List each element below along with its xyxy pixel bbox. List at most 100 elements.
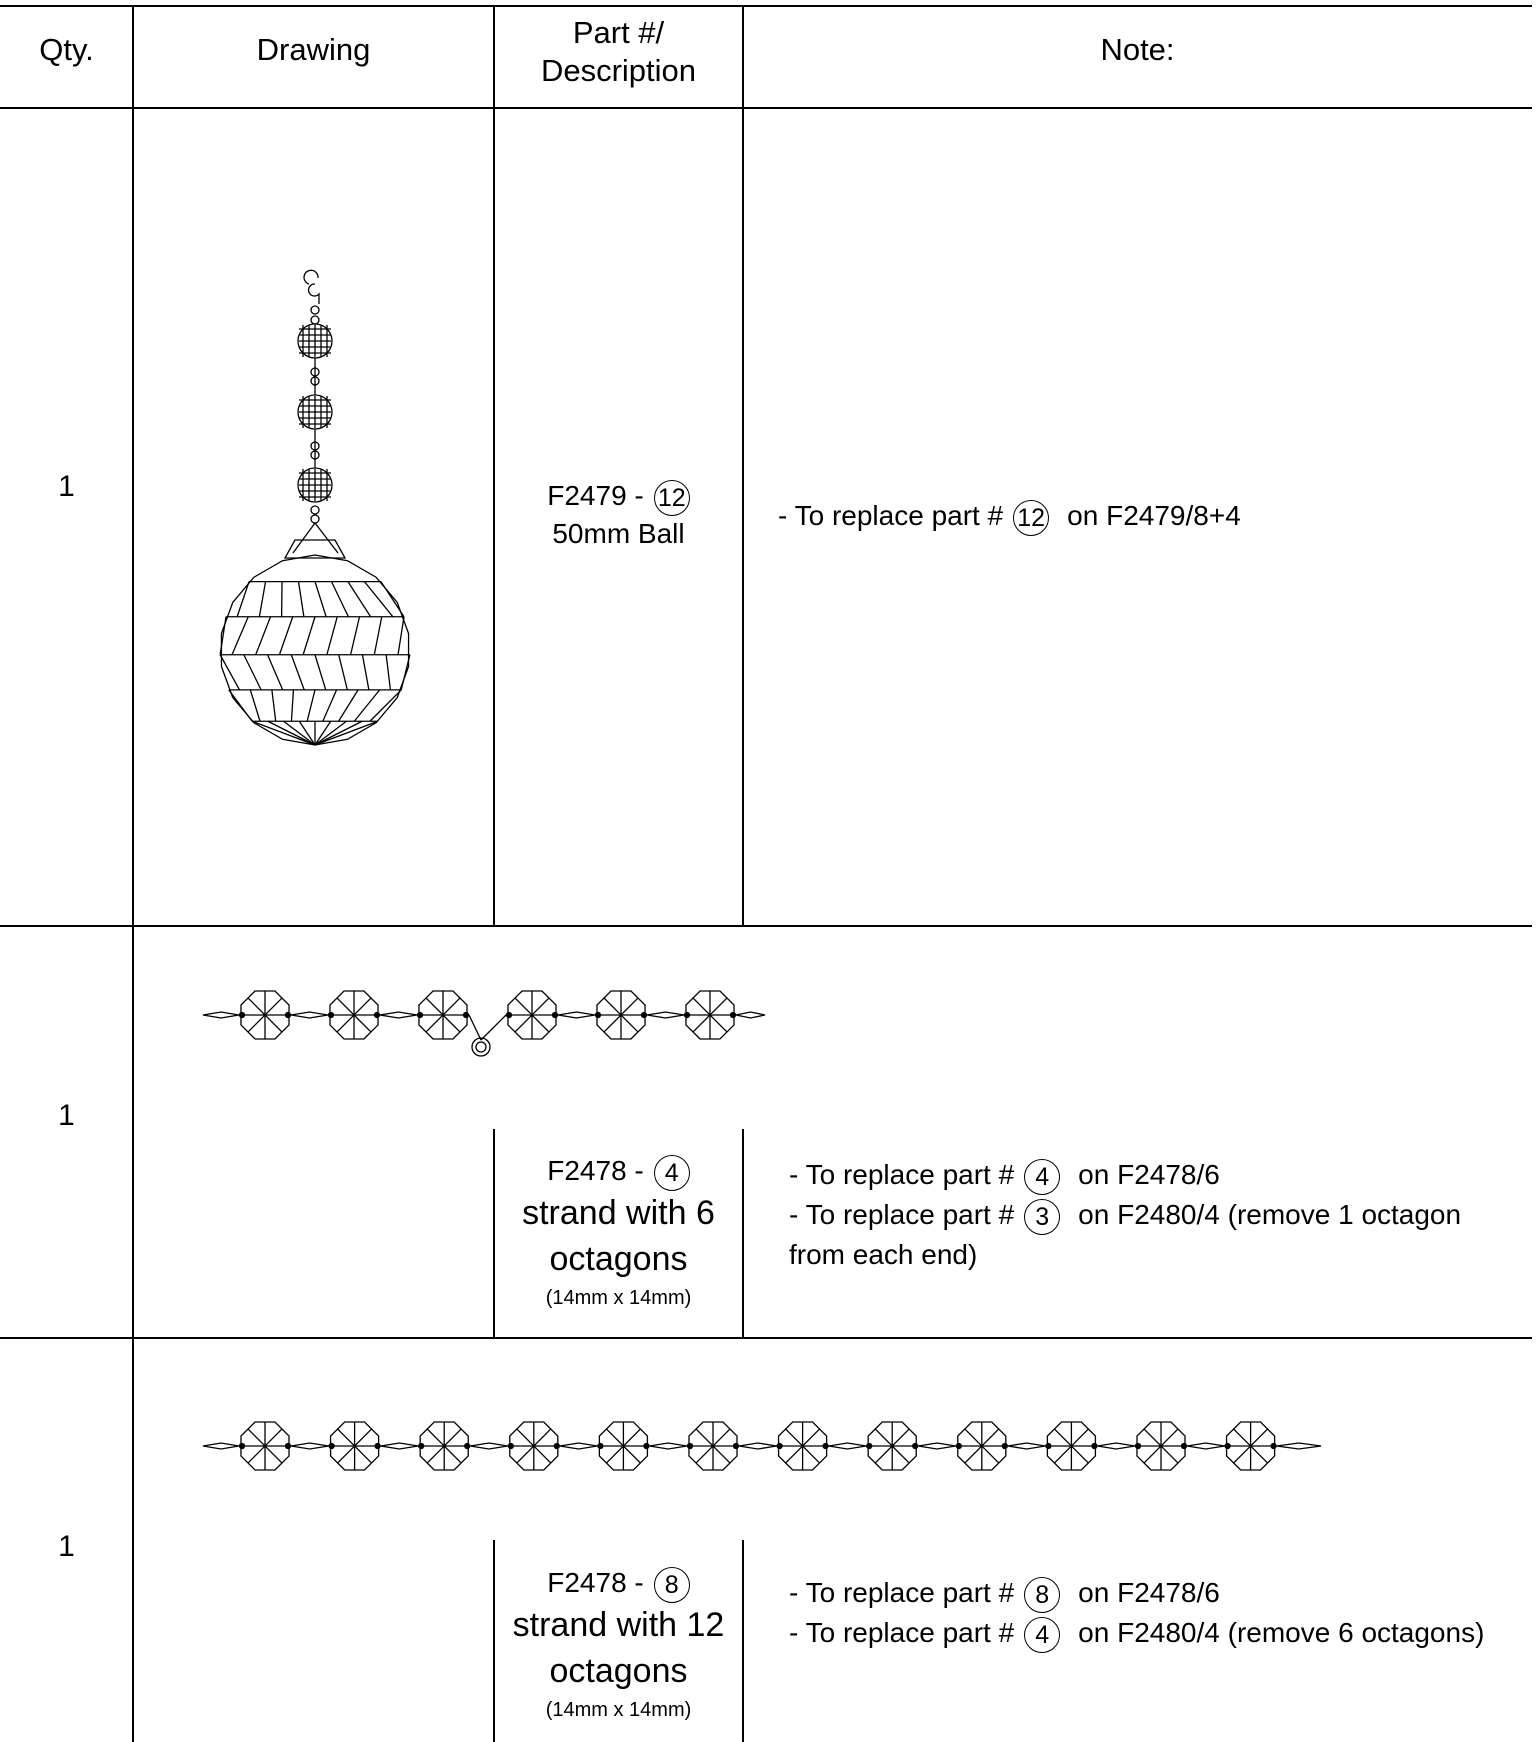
drawing-stroke [514, 997, 550, 1033]
drawing-stroke [418, 990, 468, 1040]
drawing-stroke [964, 1428, 1000, 1464]
drawing-stroke [596, 990, 646, 1040]
drawing-stroke [347, 581, 372, 618]
drawing-stroke [314, 720, 332, 746]
drawing-stroke [310, 305, 320, 315]
drawing-stroke [283, 720, 316, 746]
drawing-stroke [426, 1428, 462, 1464]
drawing-stroke [867, 1421, 917, 1471]
part-number-line: F2479 - 12 [494, 478, 743, 516]
note-prefix: - To replace part # [789, 1199, 1015, 1230]
header-part: Part #/ Description [494, 14, 743, 90]
drawing-stroke [249, 689, 261, 722]
drawing-stroke [507, 990, 557, 1040]
description: strand with 6 [522, 1193, 715, 1232]
drawing-stroke [322, 689, 338, 722]
drawing-stroke [310, 505, 320, 515]
drawing-stroke [240, 1421, 290, 1471]
drawing-stroke [292, 522, 339, 554]
note-prefix: - To replace part # [789, 1159, 1015, 1190]
drawing-stroke [290, 1442, 329, 1450]
drawing-stroke [1045, 1442, 1052, 1450]
drawing-stroke [228, 689, 253, 722]
drawing-stroke [379, 1011, 418, 1019]
drawing-stroke [238, 1442, 246, 1450]
drawing-stroke [329, 990, 379, 1040]
note-prefix: - To replace part # [789, 1617, 1015, 1648]
part-description: F2478 - 8 strand with 12 octagons (14mm x 14… [494, 1565, 743, 1726]
note-circle: 3 [1024, 1198, 1061, 1235]
part-number-line: F2478 - 4 [494, 1153, 743, 1191]
drawing-stroke [369, 689, 402, 722]
drawing-stroke [337, 1428, 372, 1464]
notes: - To replace part #4 on F2478/6- To repla… [789, 1155, 1489, 1275]
drawing-stroke [1233, 1428, 1268, 1464]
drawing-stroke [290, 654, 305, 691]
drawing-stroke [219, 616, 227, 655]
drawing-stroke [594, 1011, 602, 1019]
drawing-stroke [310, 315, 320, 325]
drawing-stroke [646, 1011, 685, 1019]
drawing-stroke [1046, 1421, 1097, 1471]
drawing-stroke [1225, 1421, 1276, 1471]
drawing-stroke [267, 720, 316, 746]
part-number: F2479 - [547, 480, 644, 511]
drawing-stroke [738, 1442, 777, 1450]
note-circle: 8 [1024, 1576, 1061, 1613]
drawing-stroke [551, 1011, 559, 1019]
drawing-stroke [298, 720, 316, 746]
drawing-stroke [373, 616, 383, 655]
drawing-stroke [692, 997, 728, 1033]
note-prefix: - To replace part # [789, 1577, 1015, 1608]
drawing-stroke [640, 1011, 648, 1019]
note-suffix: on F2479/8+4 [1067, 500, 1241, 531]
drawing-stroke [1091, 1442, 1098, 1450]
drawing-stroke [380, 581, 405, 618]
drawing-stroke [1186, 1442, 1225, 1450]
drawing-stroke [643, 1442, 650, 1450]
drawing-stroke [231, 616, 249, 656]
drawing-stroke [338, 654, 348, 691]
drawing-stroke [380, 1442, 419, 1450]
note-suffix: on F2478/6 [1078, 1577, 1220, 1608]
drawing-stroke [266, 654, 284, 691]
drawing-stroke [314, 720, 363, 746]
drawing-stroke [822, 1442, 829, 1450]
drawing-stroke [1001, 1442, 1008, 1450]
drawing-stroke [828, 1442, 867, 1450]
drawing-stroke [685, 990, 735, 1040]
note-line: - To replace part # 3 on F2480/4 (remove 1… [789, 1195, 1489, 1275]
drawing-stroke [202, 1442, 240, 1450]
header-note: Note: [1100, 32, 1175, 67]
drawing-stroke [278, 616, 294, 655]
note-suffix: on F2480/4 (remove 1 octagon from each e… [789, 1199, 1462, 1270]
drawing-stroke [470, 1442, 508, 1450]
drawing-stroke [251, 720, 316, 746]
twelve-octagon-strand-drawing [202, 1421, 1322, 1471]
note-prefix: - To replace part # [778, 500, 1004, 531]
drawing-stroke [559, 1442, 598, 1450]
table-rules [0, 5, 1532, 1742]
drawing-stroke [1054, 1428, 1089, 1464]
drawing-stroke [785, 1428, 820, 1464]
description: strand with 12 [512, 1605, 725, 1644]
part-number: F2478 - [547, 1155, 644, 1186]
note-line: - To replace part # 4 on F2480/4 (remove 6… [789, 1613, 1489, 1653]
drawing-stroke [338, 689, 359, 722]
drawing-stroke [912, 1442, 919, 1450]
drawing-stroke [874, 1428, 910, 1464]
drawing-stroke [1134, 1442, 1142, 1450]
drawing-stroke [471, 1037, 491, 1057]
drawing-stroke [776, 1442, 783, 1450]
drawing-stroke [729, 1011, 737, 1019]
drawing-stroke [683, 1011, 691, 1019]
drawing-stroke [310, 514, 320, 524]
drawing-stroke [475, 1041, 487, 1053]
drawing-stroke [302, 616, 316, 655]
drawing-stroke [297, 581, 305, 617]
drawing-stroke [238, 1011, 246, 1019]
drawing-stroke [306, 689, 316, 722]
part-description: F2479 - 12 50mm Ball [494, 478, 743, 551]
